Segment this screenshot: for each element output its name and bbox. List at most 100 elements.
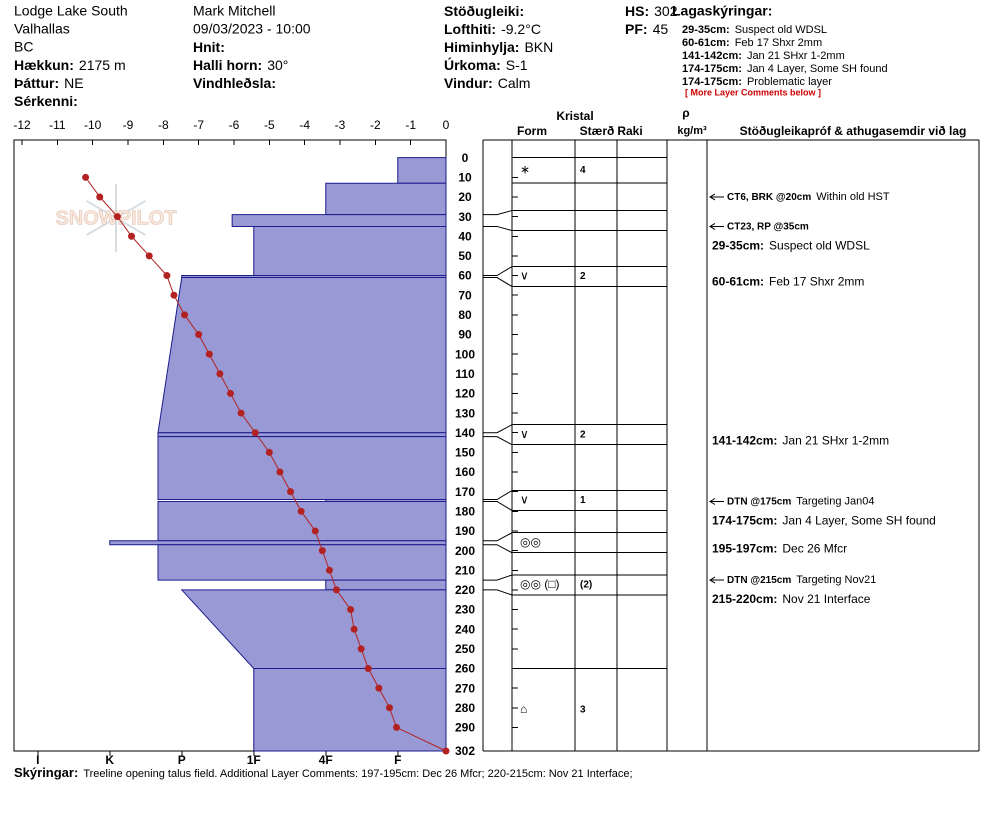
temperature-point <box>350 625 358 633</box>
header-field: Vindur: Calm <box>444 75 530 91</box>
hardness-tick-label: F <box>394 753 401 767</box>
header-field-value: BKN <box>524 39 553 55</box>
legend-entry-value: Problematic layer <box>747 76 832 88</box>
legend-entry-label: 60-61cm: <box>682 37 730 49</box>
hardness-layer <box>253 667 447 752</box>
temperature-point <box>357 645 365 653</box>
test-arrow-head <box>709 576 716 584</box>
x-tick-label: -7 <box>193 118 204 132</box>
temperature-point <box>195 330 203 338</box>
header-field-value: -9.2°C <box>501 21 541 37</box>
y-tick-label: 130 <box>455 406 475 420</box>
temperature-point <box>332 586 340 594</box>
temperature-point <box>237 409 245 417</box>
y-tick-label: 80 <box>458 308 472 322</box>
layer-comment-text: 215-220cm: Nov 21 Interface <box>712 592 871 606</box>
hardness-layer <box>325 579 447 591</box>
hardness-layer <box>157 277 447 434</box>
layer-comment-text-label: 60-61cm: <box>712 275 764 289</box>
temperature-point <box>82 173 90 181</box>
test-text: DTN @215cm Targeting Nov21 <box>727 574 876 586</box>
test-text-label: CT6, BRK @20cm <box>727 192 811 203</box>
grain-size: 4 <box>580 165 586 176</box>
legend-entry: 141-142cm: Jan 21 SHxr 1-2mm <box>682 50 845 62</box>
test-text-label: CT23, RP @35cm <box>727 221 809 232</box>
grain-form: ◎◎ <box>520 535 541 549</box>
footer: Skýringar: Treeline opening talus field. … <box>14 765 633 780</box>
y-tick-label: 30 <box>458 210 472 224</box>
stability-test: CT23, RP @35cm <box>709 221 809 232</box>
test-text: CT6, BRK @20cm Within old HST <box>727 191 890 203</box>
header-field-label: Stöðugleiki: <box>444 3 524 19</box>
hardness-tick-label: 1F <box>247 753 261 767</box>
legend-entry-value: Jan 4 Layer, Some SH found <box>747 63 888 75</box>
test-text-value: Targeting Nov21 <box>796 574 876 586</box>
header-field: Þáttur: NE <box>14 75 84 91</box>
stability-test: DTN @175cm Targeting Jan04 <box>709 495 875 507</box>
layer-comment-text-value: Nov 21 Interface <box>782 592 870 606</box>
hardness-layer <box>157 436 447 501</box>
header-field-label: Vindhleðsla: <box>193 75 276 91</box>
header-field-label: Þáttur: <box>14 75 59 91</box>
layer-comment: 29-35cm: Suspect old WDSL <box>712 239 870 253</box>
header-field: Vindhleðsla: <box>193 75 276 91</box>
layer-comment-text-value: Suspect old WDSL <box>769 239 870 253</box>
test-text-value: Targeting Jan04 <box>796 495 874 507</box>
y-tick-label: 60 <box>458 269 472 283</box>
temperature-point <box>276 468 284 476</box>
legend-entry: 60-61cm: Feb 17 Shxr 2mm <box>682 37 822 49</box>
y-tick-label: 240 <box>455 622 475 636</box>
header-field-value: 45 <box>653 21 669 37</box>
legend-entry-value: Suspect old WDSL <box>735 24 827 36</box>
col-header: kg/m³ <box>677 125 707 137</box>
layer-connector <box>483 266 513 277</box>
x-tick-label: -3 <box>335 118 346 132</box>
layer-connector <box>483 210 513 216</box>
test-text: CT23, RP @35cm <box>727 221 809 232</box>
header-field: Úrkoma: S-1 <box>444 56 528 73</box>
y-tick-label: 10 <box>458 170 472 184</box>
header-field: Stöðugleiki: <box>444 3 524 19</box>
layer-comment: 60-61cm: Feb 17 Shxr 2mm <box>712 275 864 289</box>
x-tick-label: -6 <box>229 118 240 132</box>
header-field-value: 2175 m <box>79 57 126 73</box>
temperature-point <box>163 272 171 280</box>
temperature-point <box>128 232 136 240</box>
hardness-layer <box>157 432 447 438</box>
layer-comment-text: 29-35cm: Suspect old WDSL <box>712 239 870 253</box>
layer-connector <box>483 544 513 554</box>
header-field-label: PF: <box>625 21 648 37</box>
y-tick-label: 70 <box>458 288 472 302</box>
header-field-value: NE <box>64 75 83 91</box>
hardness-layer <box>157 500 447 542</box>
temperature-point <box>385 704 393 712</box>
grain-form: ◎◎ (□) <box>520 577 560 591</box>
temperature-point <box>325 566 333 574</box>
layer-comment-text-value: Dec 26 Mfcr <box>782 542 847 556</box>
y-tick-label: 230 <box>455 603 475 617</box>
layer-comment: 215-220cm: Nov 21 Interface <box>712 592 871 606</box>
test-text: DTN @175cm Targeting Jan04 <box>727 495 875 507</box>
grain-form: ∨ <box>520 269 529 283</box>
y-tick-label: 290 <box>455 721 475 735</box>
stability-test: CT6, BRK @20cm Within old HST <box>709 191 890 203</box>
layer-connector <box>483 225 513 232</box>
header-field-label: Sérkenni: <box>14 93 78 109</box>
grain-form: ⌂ <box>520 702 527 716</box>
header-field-value: 302 <box>654 3 678 19</box>
header-text: 09/03/2023 - 10:00 <box>193 21 311 37</box>
temperature-point <box>96 193 104 201</box>
test-arrow-head <box>709 498 716 505</box>
legend-entry-label: 174-175cm: <box>682 63 742 75</box>
temperature-point <box>265 448 273 456</box>
hardness-layer <box>397 157 447 184</box>
layer-comment-text: 60-61cm: Feb 17 Shxr 2mm <box>712 275 864 289</box>
header-field-label: Hækkun: <box>14 57 74 73</box>
layer-comment-text-value: Jan 4 Layer, Some SH found <box>782 514 935 528</box>
header-field-label: Úrkoma: <box>444 56 501 73</box>
y-tick-label: 250 <box>455 642 475 656</box>
header-field-value: Calm <box>498 75 531 91</box>
layer-comment-text-value: Feb 17 Shxr 2mm <box>769 275 864 289</box>
temperature-point <box>442 747 450 755</box>
y-tick-label: 160 <box>455 465 475 479</box>
